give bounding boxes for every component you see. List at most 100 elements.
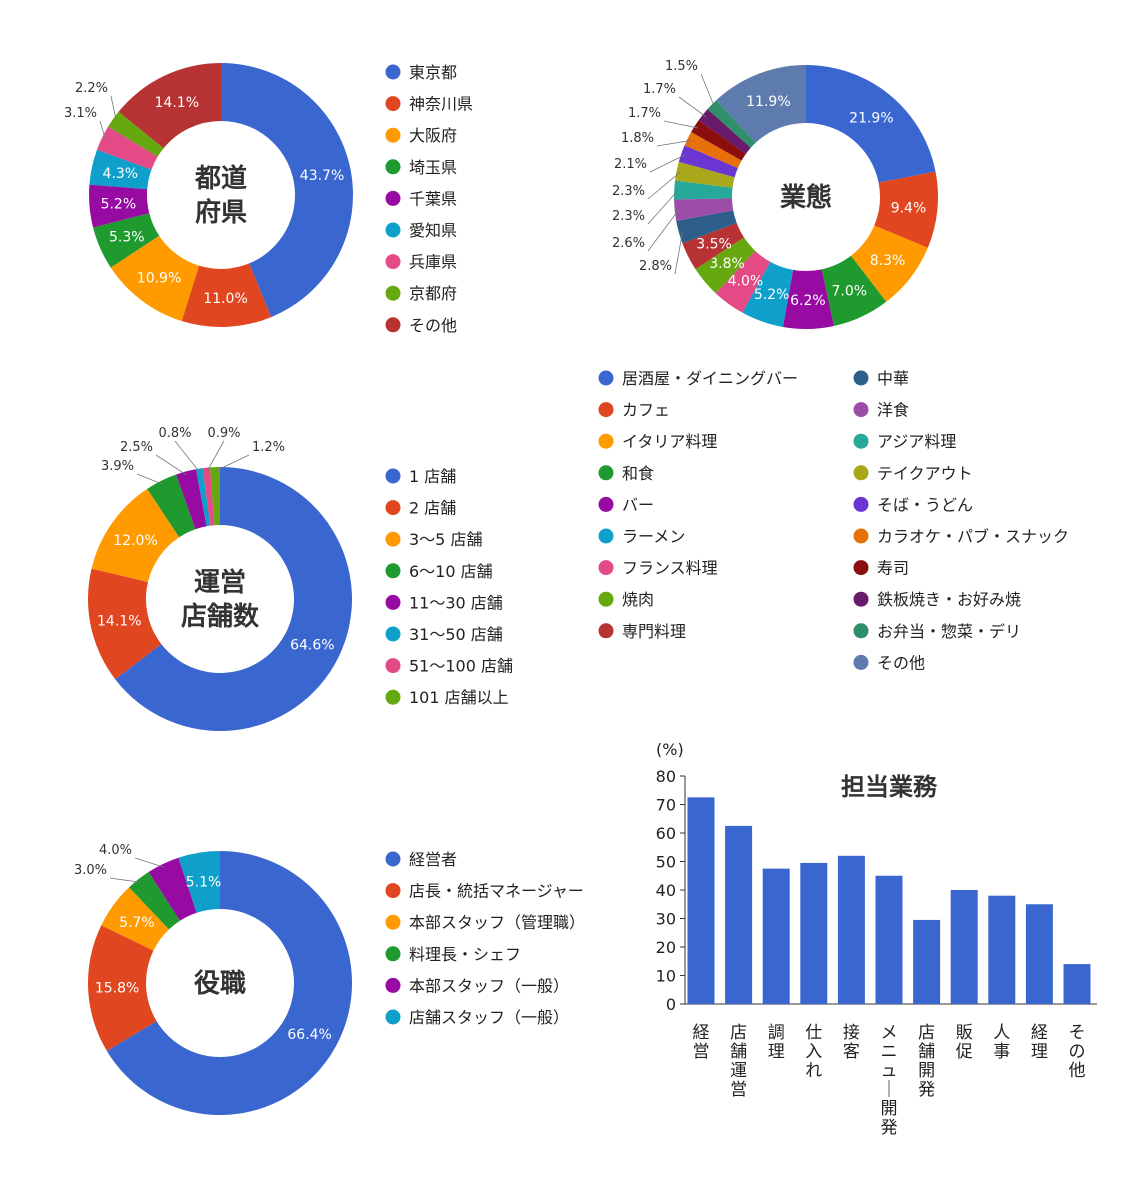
legend-swatch bbox=[385, 64, 401, 80]
bar bbox=[988, 895, 1016, 1004]
slice-data-label: 8.3% bbox=[870, 253, 906, 269]
y-tick-label: 70 bbox=[656, 796, 676, 815]
slice-data-label: 2.5% bbox=[120, 440, 153, 455]
pie-slice bbox=[89, 184, 150, 228]
legend-swatch bbox=[853, 370, 869, 386]
legend-swatch bbox=[598, 370, 614, 386]
y-tick-label: 60 bbox=[656, 824, 676, 843]
slice-data-label: 10.9% bbox=[137, 270, 181, 286]
pie-slice bbox=[110, 235, 199, 322]
legend-entry: お弁当・惣菜・デリ bbox=[877, 622, 1021, 641]
legend-swatch bbox=[385, 127, 401, 143]
pie-slice bbox=[178, 851, 220, 913]
slice-data-label: 3.0% bbox=[74, 863, 107, 878]
pie-slice bbox=[87, 568, 162, 680]
chart-title: 役職 bbox=[194, 969, 246, 999]
legend-entry: 神奈川県 bbox=[409, 95, 473, 114]
slice-data-label: 9.4% bbox=[891, 200, 927, 216]
legend-swatch bbox=[853, 591, 869, 607]
slice-data-label: 4.0% bbox=[728, 273, 764, 289]
bar bbox=[687, 797, 715, 1004]
slice-data-label: 4.0% bbox=[99, 843, 132, 858]
chart-title: 府県 bbox=[195, 197, 247, 228]
slice-data-label: 1.8% bbox=[621, 131, 654, 146]
legend-entry: 鉄板焼き・お好み焼 bbox=[877, 590, 1021, 609]
leader-line bbox=[110, 95, 117, 122]
pie-slice bbox=[782, 269, 834, 329]
legend-entry: その他 bbox=[877, 653, 925, 672]
pie-slice bbox=[181, 263, 272, 327]
x-tick-label: 接客 bbox=[843, 1023, 860, 1062]
slice-data-label: 2.1% bbox=[614, 157, 647, 172]
x-tick-label: 経理 bbox=[1031, 1023, 1048, 1062]
slice-data-label: 2.6% bbox=[612, 236, 645, 251]
legend-swatch bbox=[853, 560, 869, 576]
leader-line bbox=[656, 139, 692, 147]
donut-chart-0: 43.7% 11.0% 10.9% 5.3% 5.2% 4.3% 3.1% 2.2% 14.1%… bbox=[64, 63, 353, 327]
leader-line bbox=[678, 96, 707, 118]
slice-data-label: 12.0% bbox=[113, 533, 157, 549]
legend-swatch bbox=[598, 623, 614, 639]
legend-swatch bbox=[385, 468, 401, 484]
x-tick-label: 調理 bbox=[768, 1023, 785, 1062]
legend-swatch bbox=[385, 594, 401, 610]
pie-slice bbox=[88, 925, 157, 1051]
legend-entry: ラーメン bbox=[622, 527, 685, 546]
slice-data-label: 0.8% bbox=[158, 426, 191, 441]
legend-entry: イタリア料理 bbox=[622, 432, 717, 451]
y-tick-label: 80 bbox=[656, 767, 676, 786]
slice-data-label: 43.7% bbox=[300, 168, 344, 184]
legend-entry: 愛知県 bbox=[409, 221, 457, 240]
legend-swatch bbox=[385, 190, 401, 206]
pie-slice bbox=[101, 887, 170, 951]
chart-title: 都道 bbox=[194, 163, 247, 194]
legend-entry: 埼玉県 bbox=[409, 158, 457, 177]
legend-swatch bbox=[385, 883, 401, 899]
leader-line bbox=[700, 73, 716, 108]
pie-slice bbox=[196, 468, 211, 527]
legend-swatch bbox=[853, 433, 869, 449]
legend-entry: 専門料理 bbox=[622, 622, 686, 641]
bar bbox=[1025, 904, 1053, 1004]
legend-swatch bbox=[385, 96, 401, 112]
pie-slice bbox=[716, 65, 806, 143]
slice-data-label: 2.8% bbox=[639, 259, 672, 274]
pie-slice bbox=[202, 467, 215, 526]
legend-entry: 居酒屋・ダイニングバー bbox=[622, 369, 798, 388]
legend-entry: 千葉県 bbox=[409, 189, 457, 208]
legend-swatch bbox=[385, 285, 401, 301]
legend-swatch bbox=[385, 851, 401, 867]
bar bbox=[837, 855, 865, 1004]
legend-swatch bbox=[598, 528, 614, 544]
chart-title: 店舗数 bbox=[181, 602, 260, 632]
slice-data-label: 1.7% bbox=[643, 82, 676, 97]
slice-data-label: 2.2% bbox=[75, 81, 108, 96]
slice-data-label: 11.9% bbox=[746, 94, 790, 110]
legend-swatch bbox=[853, 465, 869, 481]
pie-slice bbox=[691, 120, 746, 161]
legend-swatch bbox=[385, 977, 401, 993]
leader-line bbox=[215, 454, 250, 472]
legend-entry: 2 店舗 bbox=[409, 499, 456, 518]
legend-swatch bbox=[385, 531, 401, 547]
legend-swatch bbox=[853, 496, 869, 512]
leader-line bbox=[134, 857, 165, 868]
leader-line bbox=[649, 154, 686, 173]
slice-data-label: 6.2% bbox=[790, 293, 826, 309]
legend-swatch bbox=[385, 254, 401, 270]
slice-data-label: 3.9% bbox=[101, 459, 134, 474]
x-tick-label: 店舗運営 bbox=[730, 1023, 747, 1100]
legend-entry: 洋食 bbox=[877, 401, 909, 420]
chart-title: 運営 bbox=[194, 568, 246, 598]
legend-swatch bbox=[598, 433, 614, 449]
slice-data-label: 5.1% bbox=[186, 874, 222, 890]
leader-line bbox=[206, 440, 225, 472]
legend-swatch bbox=[853, 654, 869, 670]
legend-entry: 経営者 bbox=[409, 850, 457, 869]
slice-data-label: 5.2% bbox=[754, 287, 790, 303]
slice-data-label: 0.9% bbox=[207, 426, 240, 441]
pie-slice bbox=[695, 237, 756, 294]
bar bbox=[1063, 964, 1091, 1004]
